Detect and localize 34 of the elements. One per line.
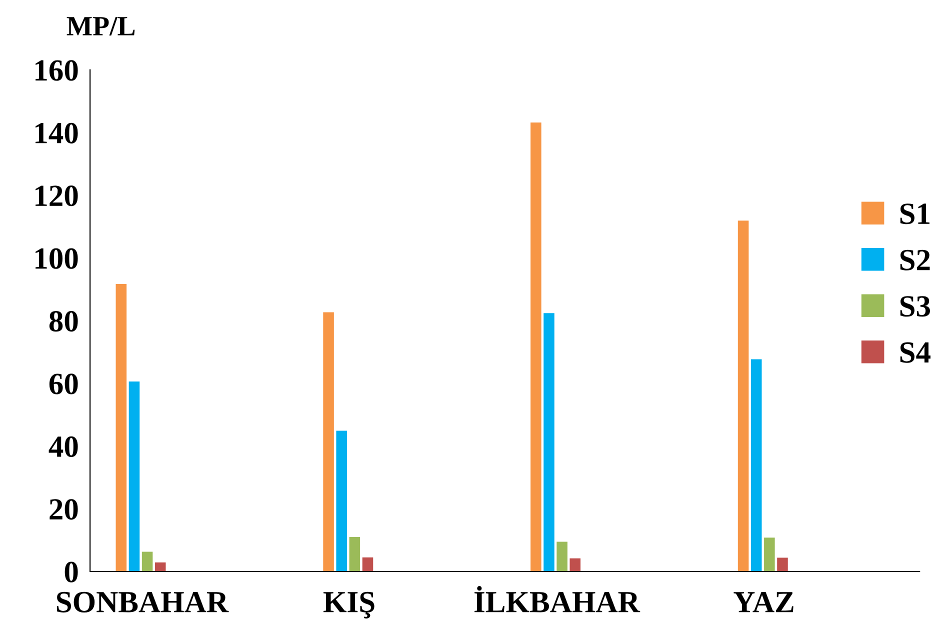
legend-label: S1 bbox=[900, 204, 930, 224]
bar bbox=[362, 557, 374, 572]
legend-label: S3 bbox=[900, 296, 930, 317]
y-tick-label: 60 bbox=[49, 374, 78, 394]
bar bbox=[154, 562, 166, 572]
bar bbox=[764, 538, 775, 572]
bar bbox=[128, 382, 140, 572]
y-tick-label: 20 bbox=[50, 499, 78, 520]
bar bbox=[777, 558, 788, 572]
bar bbox=[336, 430, 347, 572]
y-tick-label: 40 bbox=[48, 436, 78, 457]
y-tick-label: 120 bbox=[36, 186, 78, 206]
legend-label: S2 bbox=[900, 250, 930, 270]
bar bbox=[750, 359, 762, 572]
legend-label: S4 bbox=[900, 342, 930, 363]
bar bbox=[570, 558, 580, 572]
x-tick-label: YAZ bbox=[734, 592, 794, 612]
bar bbox=[116, 284, 127, 572]
bar bbox=[556, 542, 568, 572]
x-tick-label: KIŞ bbox=[323, 592, 374, 618]
y-tick-label: 100 bbox=[36, 248, 78, 269]
bar bbox=[142, 552, 153, 572]
y-tick-label: 80 bbox=[49, 310, 78, 332]
bar bbox=[544, 313, 554, 572]
x-tick-label: İLKBAHAR bbox=[474, 586, 640, 612]
bar bbox=[738, 220, 749, 572]
y-tick-label: 140 bbox=[36, 122, 78, 144]
y-tick-label: 160 bbox=[36, 60, 78, 81]
bar bbox=[323, 312, 334, 572]
y-axis-title: MP/L bbox=[66, 16, 135, 36]
x-tick-label: SONBAHAR bbox=[56, 592, 229, 612]
y-tick-label: 0 bbox=[64, 562, 78, 582]
bar bbox=[530, 122, 542, 572]
bar bbox=[349, 537, 360, 572]
